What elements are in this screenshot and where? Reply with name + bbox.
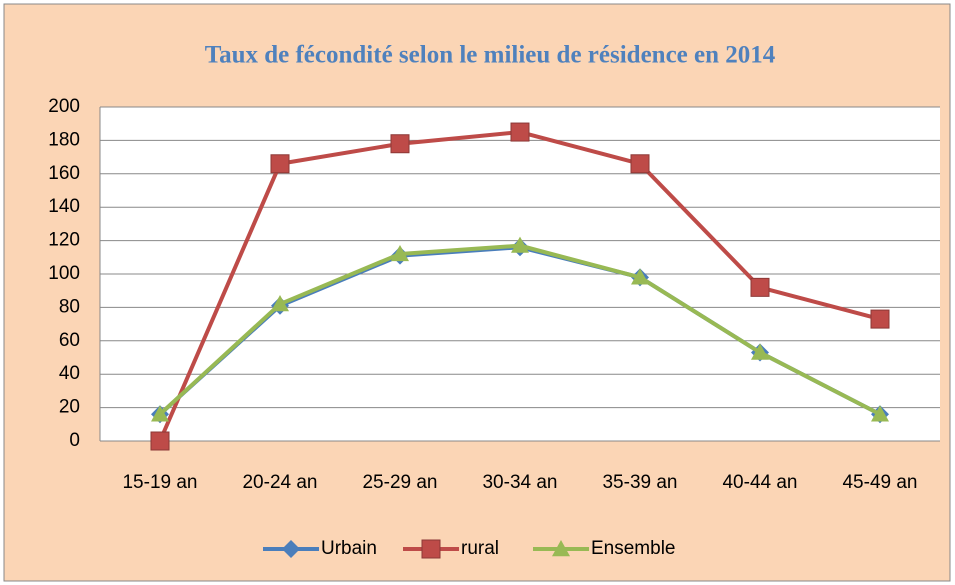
y-tick-label: 100 [48,263,80,284]
data-point [151,405,169,422]
data-point [511,236,529,253]
x-tick-label: 45-49 an [842,472,917,493]
x-tick-label: 35-39 an [602,472,677,493]
data-point [510,122,530,142]
data-point [750,277,770,297]
data-point [390,134,410,154]
y-tick-label: 140 [48,196,80,217]
legend-marker [421,539,441,559]
y-tick-label: 80 [59,296,80,317]
legend-marker [552,540,570,557]
data-point [271,295,289,312]
legend-marker [282,540,300,558]
y-tick-label: 40 [59,363,80,384]
x-tick-label: 30-34 an [482,472,557,493]
y-tick-label: 0 [69,430,80,451]
x-tick-label: 25-29 an [362,472,437,493]
legend-label: Ensemble [591,538,676,559]
chart-title: Taux de fécondité selon le milieu de rés… [205,42,776,69]
x-tick-label: 15-19 an [122,472,197,493]
y-tick-label: 20 [59,397,80,418]
data-point [631,268,649,285]
legend-label: rural [461,538,499,559]
x-tick-label: 20-24 an [242,472,317,493]
data-point [751,343,769,360]
data-point [270,154,290,174]
data-point [630,154,650,174]
y-tick-label: 160 [48,163,80,184]
y-tick-label: 120 [48,230,80,251]
legend-label: Urbain [321,538,377,559]
y-tick-label: 200 [48,96,80,117]
data-point [391,244,409,262]
data-point [150,431,170,451]
y-tick-label: 180 [48,129,80,150]
x-tick-label: 40-44 an [722,472,797,493]
data-point [870,309,890,329]
data-point [871,405,889,422]
y-tick-label: 60 [59,330,80,351]
